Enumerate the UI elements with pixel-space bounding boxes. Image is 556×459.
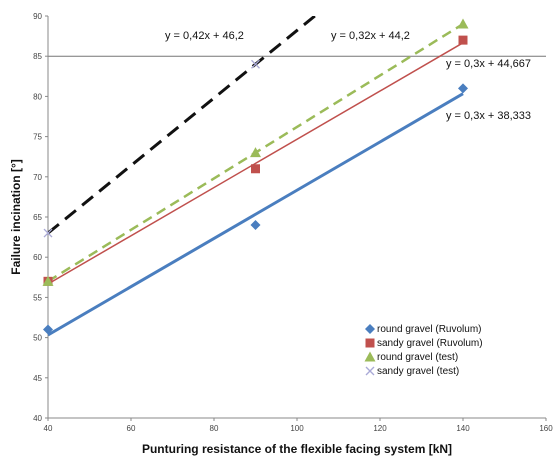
legend-marker-shape xyxy=(365,324,375,334)
data-point xyxy=(42,275,54,286)
data-point xyxy=(458,83,468,94)
y-tick-label: 85 xyxy=(33,52,42,61)
legend: round gravel (Ruvolum) sandy gravel (Ruv… xyxy=(364,324,483,377)
y-tick-label: 60 xyxy=(33,253,42,262)
data-point xyxy=(457,18,469,29)
legend-marker-shape xyxy=(365,366,375,376)
legend-marker xyxy=(364,351,376,362)
y-tick-label: 70 xyxy=(33,173,42,182)
legend-entry: round gravel (Ruvolum) xyxy=(365,324,482,335)
equation-round-gravel-test: y = 0,32x + 44,2 xyxy=(331,30,410,42)
legend-entry: sandy gravel (test) xyxy=(365,366,459,377)
x-tick-label: 140 xyxy=(456,424,470,433)
data-point xyxy=(250,220,261,231)
equation-sandy-gravel-test: y = 0,42x + 46,2 xyxy=(165,30,244,42)
x-axis-title: Punturing resistance of the flexible fac… xyxy=(142,442,452,456)
y-tick-label: 40 xyxy=(33,414,42,423)
legend-marker xyxy=(365,324,375,334)
trendline-equations: y = 0,42x + 46,2 y = 0,32x + 44,2 y = 0,… xyxy=(165,30,531,122)
cross-stroke xyxy=(365,366,375,376)
legend-marker xyxy=(365,366,375,376)
legend-entry: round gravel (test) xyxy=(364,351,458,363)
data-point xyxy=(43,228,53,238)
legend-entry: sandy gravel (Ruvolum) xyxy=(365,338,483,349)
x-tick-label: 160 xyxy=(539,424,553,433)
equation-sandy-gravel-ruvolum: y = 0,3x + 44,667 xyxy=(446,58,531,70)
equation-round-gravel-ruvolum: y = 0,3x + 38,333 xyxy=(446,110,531,122)
data-point xyxy=(250,147,261,158)
x-tick-label: 80 xyxy=(210,424,219,433)
x-tick-label: 120 xyxy=(373,424,387,433)
x-tick-label: 60 xyxy=(127,424,136,433)
cross-stroke xyxy=(251,59,260,69)
axes xyxy=(45,15,547,421)
y-axis-title: Failure incination [°] xyxy=(9,159,23,274)
data-points xyxy=(42,18,469,335)
y-tick-label: 75 xyxy=(33,133,42,142)
data-point xyxy=(251,164,260,174)
data-point xyxy=(43,324,53,335)
y-tick-label: 50 xyxy=(33,334,42,343)
y-tick-label: 90 xyxy=(33,12,42,21)
legend-label: sandy gravel (Ruvolum) xyxy=(377,338,483,349)
y-tick-label: 80 xyxy=(33,92,42,101)
x-tick-label: 40 xyxy=(44,424,53,433)
legend-label: sandy gravel (test) xyxy=(377,366,459,377)
legend-label: round gravel (test) xyxy=(377,352,458,363)
y-tick-label: 65 xyxy=(33,213,42,222)
legend-marker-shape xyxy=(365,338,375,348)
y-tick-label: 45 xyxy=(33,374,42,383)
trendline xyxy=(48,92,464,337)
trendline xyxy=(48,42,464,285)
y-tick-label: 55 xyxy=(33,293,42,302)
legend-marker-shape xyxy=(364,351,376,362)
x-tick-label: 100 xyxy=(290,424,304,433)
data-point xyxy=(458,35,468,45)
legend-marker xyxy=(365,338,375,348)
legend-label: round gravel (Ruvolum) xyxy=(377,324,482,335)
data-point xyxy=(251,59,260,69)
tick-labels: 40 45 50 55 60 65 70 75 80 85 90 40 60 80 100 120 140 160 xyxy=(33,12,553,433)
cross-stroke xyxy=(43,228,53,238)
